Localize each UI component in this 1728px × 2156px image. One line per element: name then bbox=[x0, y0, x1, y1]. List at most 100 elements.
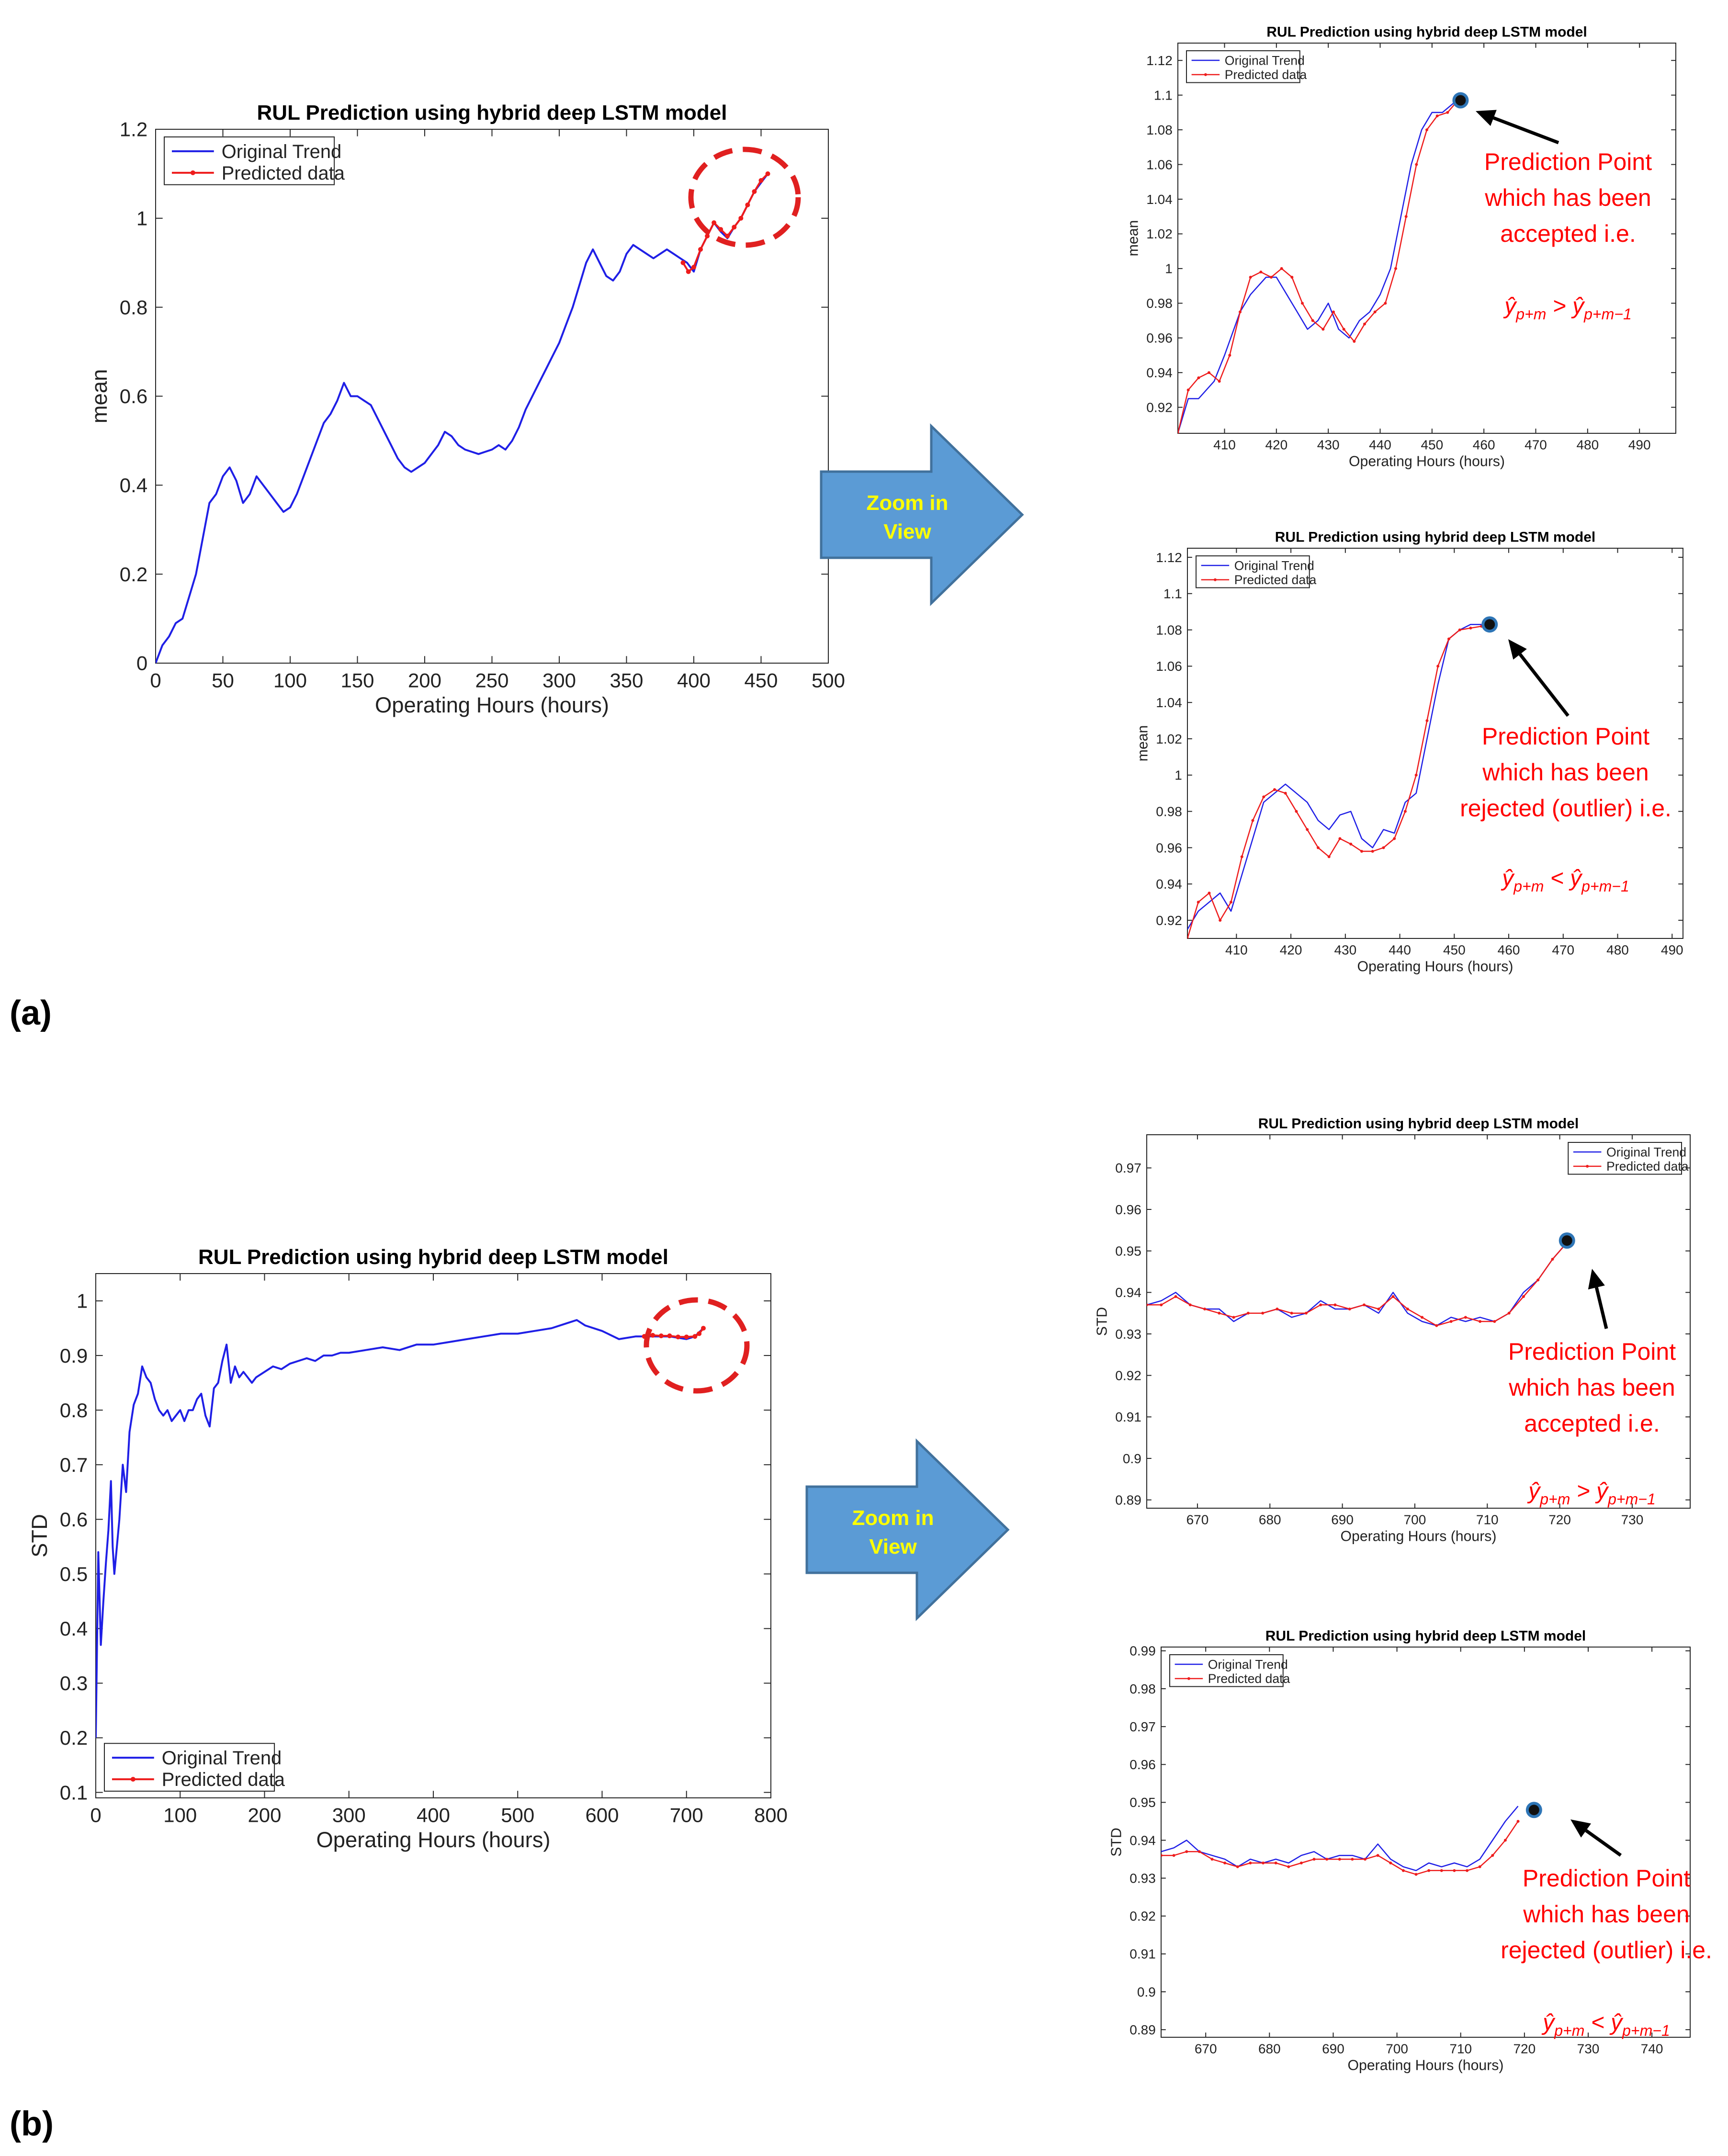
y-tick-label: 0.95 bbox=[1115, 1243, 1141, 1258]
legend-marker bbox=[190, 170, 195, 175]
predicted-marker bbox=[1223, 1862, 1227, 1865]
series-line-predicted bbox=[1187, 625, 1482, 938]
x-tick-label: 480 bbox=[1606, 943, 1629, 958]
predicted-marker bbox=[1208, 371, 1210, 374]
y-tick-label: 0.92 bbox=[1146, 400, 1173, 415]
y-axis-label: STD bbox=[1108, 1828, 1124, 1856]
predicted-marker bbox=[1327, 855, 1331, 858]
predicted-marker bbox=[1236, 1865, 1239, 1868]
chart-a-zoom-accepted: 410 420 430 440 450 460 470 480 490 0.92 0.94 0.96 0… bbox=[1125, 24, 1676, 470]
y-tick-label: 0.3 bbox=[60, 1672, 88, 1694]
y-axis-label: mean bbox=[87, 369, 112, 423]
y-tick-label: 0.93 bbox=[1129, 1871, 1156, 1885]
predicted-marker bbox=[1391, 1295, 1395, 1298]
y-tick-label: 0.94 bbox=[1156, 877, 1182, 892]
annotation-line: which has been bbox=[1484, 184, 1651, 211]
x-tick-label: 800 bbox=[754, 1804, 788, 1826]
annotation-line: which has been bbox=[1523, 1901, 1689, 1928]
predicted-marker bbox=[1435, 1324, 1438, 1327]
predicted-marker bbox=[1449, 1320, 1453, 1323]
chart-title: RUL Prediction using hybrid deep LSTM mo… bbox=[198, 1245, 668, 1269]
y-tick-label: 1 bbox=[77, 1290, 88, 1312]
annotation-b-zoom-accepted: Prediction Point which has been accepted i… bbox=[1508, 1269, 1676, 1508]
predicted-marker bbox=[1349, 842, 1353, 846]
annotation-arrow-shaft bbox=[1493, 116, 1559, 145]
annotation-line: Prediction Point bbox=[1482, 723, 1649, 750]
legend-label: Predicted data bbox=[162, 1769, 285, 1790]
chart-b-zoom-accepted: 670 680 690 700 710 720 730 0.89 0.9 0.91 0.92 0.93… bbox=[1094, 1116, 1691, 1545]
x-tick-label: 200 bbox=[408, 669, 441, 691]
predicted-marker bbox=[1197, 901, 1200, 904]
x-axis-label: Operating Hours (hours) bbox=[375, 693, 609, 717]
x-tick-label: 490 bbox=[1628, 438, 1651, 452]
zoom-region-circle-a bbox=[688, 147, 801, 248]
predicted-marker bbox=[1447, 637, 1450, 641]
y-tick-label: 0.8 bbox=[60, 1399, 88, 1422]
series-group bbox=[156, 171, 770, 663]
predicted-marker bbox=[1246, 1311, 1250, 1315]
zoom-arrow-label: View bbox=[869, 1535, 917, 1558]
x-tick-label: 680 bbox=[1258, 2042, 1281, 2056]
predicted-marker bbox=[1458, 628, 1461, 632]
predicted-marker bbox=[1491, 1854, 1494, 1857]
chart-title: RUL Prediction using hybrid deep LSTM mo… bbox=[1266, 24, 1587, 40]
predicted-marker bbox=[1187, 937, 1189, 938]
y-tick-label: 0.89 bbox=[1129, 2022, 1156, 2037]
plot-area bbox=[1187, 548, 1683, 939]
predicted-marker bbox=[676, 1334, 681, 1340]
predicted-marker bbox=[1161, 1854, 1163, 1857]
predicted-marker bbox=[1338, 1858, 1341, 1861]
prediction-point-core bbox=[1561, 1235, 1572, 1246]
predicted-marker bbox=[1446, 111, 1449, 114]
predicted-marker bbox=[1203, 1308, 1207, 1310]
legend-marker bbox=[1204, 73, 1207, 76]
plot-area bbox=[155, 129, 829, 664]
predicted-marker bbox=[1373, 310, 1377, 314]
predicted-marker bbox=[1321, 327, 1325, 331]
y-tick-label: 0.9 bbox=[1137, 1985, 1156, 1999]
predicted-marker bbox=[1479, 1320, 1482, 1323]
legend-label: Predicted data bbox=[1225, 68, 1307, 82]
predicted-marker bbox=[1440, 1869, 1443, 1872]
predicted-marker bbox=[1208, 892, 1211, 895]
predicted-marker bbox=[1299, 1862, 1303, 1865]
x-tick-label: 400 bbox=[417, 1804, 450, 1826]
x-tick-label: 50 bbox=[212, 669, 234, 691]
predicted-marker bbox=[1270, 276, 1273, 279]
y-tick-label: 1 bbox=[136, 207, 147, 230]
series-line-predicted bbox=[1147, 1242, 1568, 1326]
y-tick-label: 0.6 bbox=[60, 1508, 88, 1531]
x-tick-label: 430 bbox=[1317, 438, 1340, 452]
predicted-marker bbox=[1228, 354, 1231, 357]
y-tick-label: 0.93 bbox=[1115, 1327, 1141, 1342]
x-tick-label: 670 bbox=[1186, 1513, 1209, 1527]
x-tick-label: 440 bbox=[1389, 943, 1411, 958]
chart-title: RUL Prediction using hybrid deep LSTM mo… bbox=[1265, 1628, 1586, 1644]
predicted-marker bbox=[1551, 1258, 1554, 1261]
x-tick-label: 450 bbox=[1421, 438, 1443, 452]
y-tick-label: 0.9 bbox=[1123, 1451, 1141, 1466]
legend-box bbox=[1169, 1654, 1284, 1687]
annotation-line: accepted i.e. bbox=[1500, 220, 1636, 247]
y-tick-label: 0.92 bbox=[1129, 1909, 1156, 1924]
predicted-marker bbox=[1274, 1862, 1277, 1865]
legend-label: Original Trend bbox=[1225, 53, 1305, 68]
predicted-marker bbox=[1425, 128, 1428, 132]
predicted-marker bbox=[1427, 1869, 1431, 1872]
y-tick-label: 0.5 bbox=[60, 1563, 88, 1585]
x-tick-label: 700 bbox=[670, 1804, 703, 1826]
series-line-original bbox=[96, 1319, 704, 1738]
predicted-marker bbox=[658, 1333, 664, 1339]
predicted-marker bbox=[1348, 1308, 1351, 1310]
predicted-marker bbox=[1259, 271, 1263, 274]
predicted-marker bbox=[1240, 855, 1243, 858]
predicted-marker bbox=[705, 234, 710, 238]
predicted-marker bbox=[1280, 267, 1283, 270]
x-tick-label: 300 bbox=[332, 1804, 366, 1826]
y-axis-label: mean bbox=[1135, 725, 1151, 762]
x-tick-label: 700 bbox=[1404, 1513, 1426, 1527]
x-tick-label: 700 bbox=[1386, 2042, 1408, 2056]
